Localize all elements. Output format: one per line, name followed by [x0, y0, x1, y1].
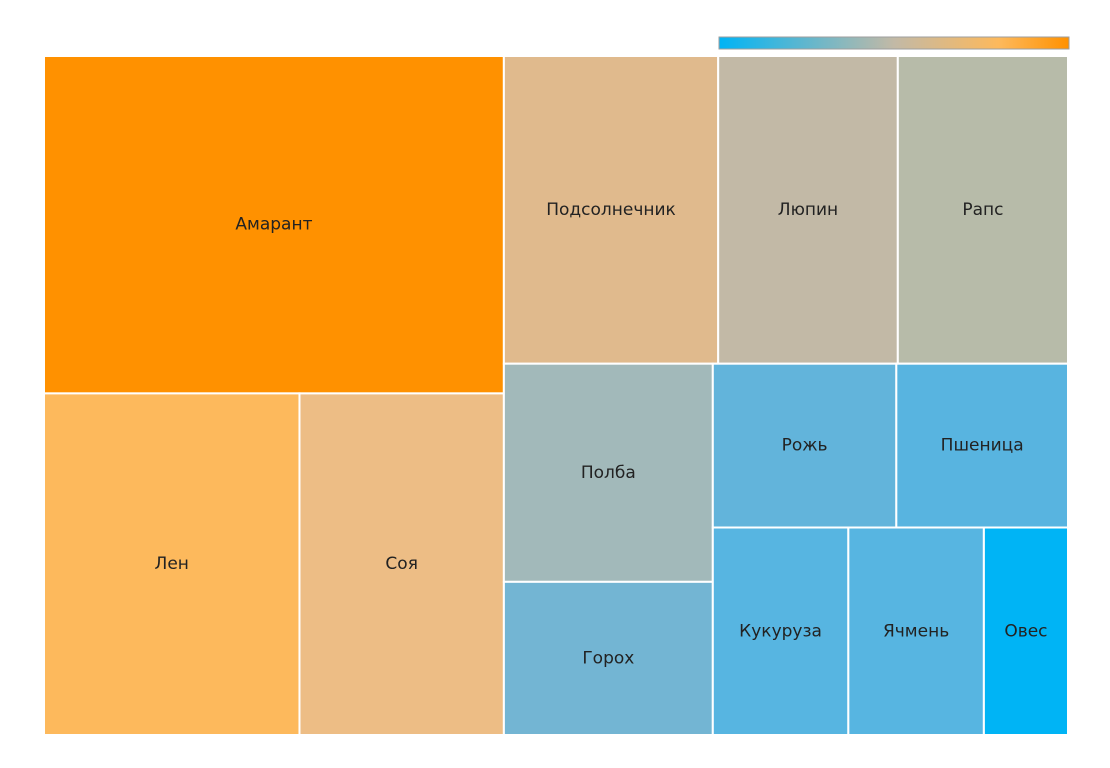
treemap-tile-rect: [847, 526, 985, 736]
treemap-tile-label: Полба: [581, 463, 636, 483]
treemap-tile-rect: [895, 362, 1069, 529]
colorbar: [718, 36, 1070, 50]
treemap-tile-label: Подсолнечник: [546, 200, 676, 220]
treemap-tile-rect: [298, 392, 505, 736]
treemap-tile-9: Рожь: [711, 362, 898, 529]
treemap-tile-7: Полба: [502, 362, 714, 583]
treemap-tile-label: Горох: [582, 648, 634, 668]
treemap-tile-label: Рожь: [782, 436, 828, 456]
treemap-tile-rect: [43, 392, 301, 736]
treemap-tile-rect: [43, 55, 505, 395]
treemap-tile-label: Соя: [385, 554, 418, 574]
treemap-tile-rect: [502, 55, 720, 365]
treemap-tile-label: Лен: [155, 554, 189, 574]
colorbar-gradient: [718, 36, 1070, 50]
treemap-tile-label: Пшеница: [941, 436, 1024, 456]
treemap-tile-8: Горох: [502, 580, 714, 737]
treemap-tile-11: Кукуруза: [711, 526, 850, 736]
treemap-tile-label: Ячмень: [883, 621, 949, 641]
treemap-tile-label: Люпин: [778, 200, 838, 220]
treemap-tile-label: Рапс: [962, 200, 1003, 220]
treemap-tile-rect: [896, 55, 1069, 365]
treemap-tile-label: Кукуруза: [739, 621, 822, 641]
treemap-tile-rect: [502, 580, 714, 737]
treemap-tile-10: Пшеница: [895, 362, 1069, 529]
treemap-tiles: Амарант Лен Соя Подсолнечник Люпин Рапс Полба Г…: [43, 55, 1070, 737]
treemap-tile-label: Овес: [1004, 621, 1047, 641]
treemap-tile-1: Амарант: [43, 55, 505, 395]
treemap-tile-2: Лен: [43, 392, 301, 736]
treemap-tile-6: Рапс: [896, 55, 1069, 365]
treemap-tile-rect: [717, 55, 899, 365]
treemap-tile-13: Овес: [982, 526, 1070, 736]
treemap-tile-4: Подсолнечник: [502, 55, 720, 365]
treemap-tile-12: Ячмень: [847, 526, 985, 736]
treemap-tile-3: Соя: [298, 392, 505, 736]
treemap-tile-5: Люпин: [717, 55, 899, 365]
treemap-tile-label: Амарант: [235, 215, 312, 235]
treemap-tile-rect: [982, 526, 1070, 736]
